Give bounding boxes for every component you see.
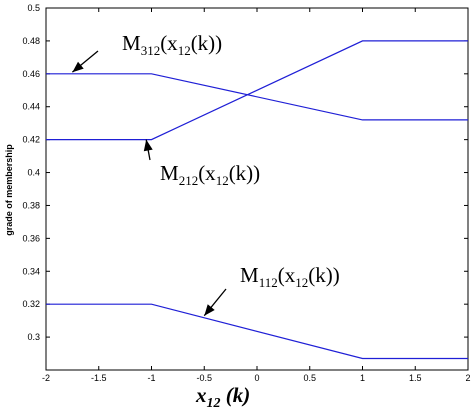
y-tick-label: 0.48 (22, 36, 40, 46)
plot-frame (45, 7, 469, 371)
series-line-2 (46, 40, 468, 141)
x-tick-label: 0.5 (303, 373, 316, 383)
annotation-arrowhead (204, 304, 215, 316)
x-tick-label: -1.5 (91, 373, 107, 383)
annotation-arrowhead (72, 61, 84, 73)
x-tick-label: 2 (465, 373, 470, 383)
x-tick-label: 1 (360, 373, 365, 383)
annotations: M312(x12(k)) M212(x12(k)) M112(x12(k)) (71, 31, 340, 317)
x-axis-label: x12 (k) (195, 383, 250, 411)
x-tick-label: -2 (42, 373, 50, 383)
axis-ticks: -2 -1.5 -1 -0.5 0 0.5 1 1.5 2 0.3 0.32 0.34 0.36 0.38… (22, 3, 470, 383)
x-tick-label: 0 (254, 373, 259, 383)
y-tick-label: 0.3 (27, 332, 40, 342)
x-tick-label: 1.5 (409, 373, 422, 383)
x-tick-label: -0.5 (196, 373, 212, 383)
annotation-label: M212(x12(k)) (160, 161, 260, 188)
series-line-1 (46, 73, 468, 121)
y-tick-label: 0.46 (22, 69, 40, 79)
y-tick-label: 0.42 (22, 135, 40, 145)
y-tick-label: 0.5 (27, 3, 40, 13)
y-tick-label: 0.32 (22, 299, 40, 309)
y-tick-label: 0.34 (22, 266, 40, 276)
y-tick-label: 0.36 (22, 233, 40, 243)
annotation-label: M312(x12(k)) (122, 31, 222, 58)
x-tick-label: -1 (147, 373, 155, 383)
series-lines (46, 40, 468, 360)
y-tick-label: 0.4 (27, 168, 40, 178)
series-line-3 (46, 303, 468, 360)
annotation-arrowhead (143, 139, 153, 152)
y-tick-label: 0.44 (22, 102, 40, 112)
y-tick-label: 0.38 (22, 200, 40, 210)
annotation-label: M112(x12(k)) (240, 263, 340, 290)
y-axis-label: grade of membership (4, 144, 14, 236)
